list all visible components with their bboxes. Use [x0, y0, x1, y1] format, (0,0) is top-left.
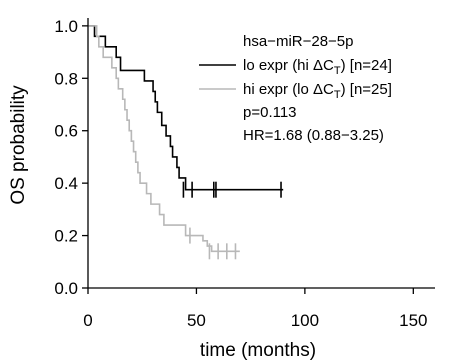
legend-entry-lo-expr: lo expr (hi ΔCT) [n=24] [243, 57, 392, 77]
x-tick-label: 0 [83, 311, 92, 330]
y-tick-label: 0.6 [54, 122, 78, 141]
legend-title: hsa−miR−28−5p [243, 33, 354, 50]
legend-pvalue: p=0.113 [243, 104, 297, 121]
legend-hazard-ratio: HR=1.68 (0.88−3.25) [243, 127, 384, 144]
legend: hsa−miR−28−5p lo expr (hi ΔCT) [n=24] hi… [199, 33, 392, 144]
y-axis-label: OS probability [8, 85, 29, 205]
axes-layer: 0.0 0.2 0.4 0.6 0.8 1.0 0 50 100 150 [54, 17, 435, 330]
y-tick-label: 0.8 [54, 69, 78, 88]
x-axis-label: time (months) [200, 340, 316, 361]
km-curve-series-1 [88, 25, 240, 253]
series-layer [88, 25, 284, 260]
y-tick-label: 0.0 [54, 279, 78, 298]
y-tick-label: 1.0 [54, 17, 78, 36]
x-tick-label: 150 [399, 311, 427, 330]
x-tick-label: 50 [187, 311, 206, 330]
y-tick-label: 0.4 [54, 174, 78, 193]
km-curve-series-0 [88, 25, 284, 191]
x-tick-label: 100 [291, 311, 319, 330]
y-tick-label: 0.2 [54, 227, 78, 246]
legend-entry-hi-expr: hi expr (lo ΔCT) [n=25] [243, 81, 392, 101]
